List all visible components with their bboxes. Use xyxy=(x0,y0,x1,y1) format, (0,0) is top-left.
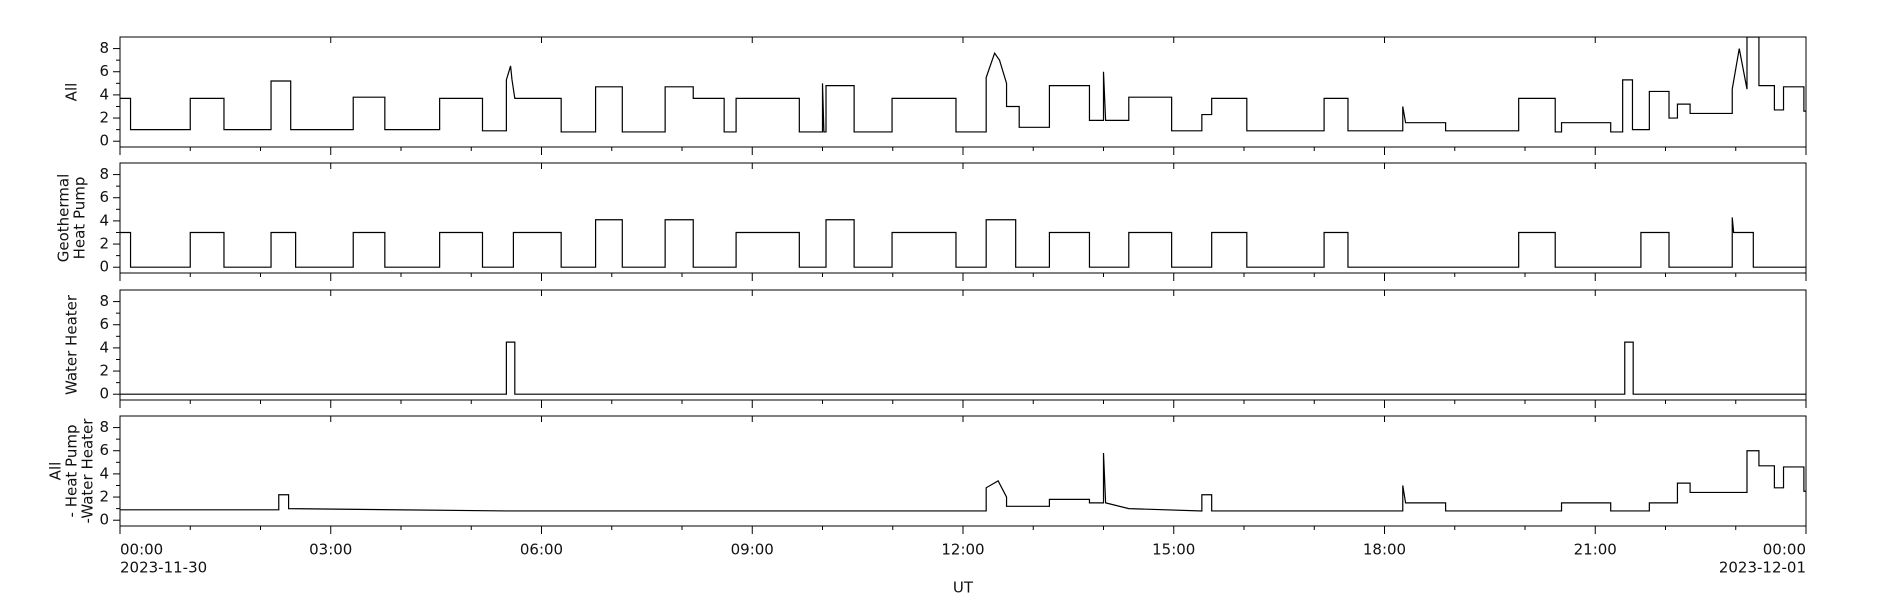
y-tick-label: 2 xyxy=(99,362,109,380)
y-tick-label: 6 xyxy=(99,315,109,333)
y-tick-label: 2 xyxy=(99,109,109,127)
y-tick-label: 6 xyxy=(99,62,109,80)
y-axis-label: All xyxy=(47,462,65,481)
y-tick-label: 4 xyxy=(99,211,109,229)
y-tick-label: 0 xyxy=(99,511,109,529)
x-tick-label: 03:00 xyxy=(309,541,352,559)
y-axis-label: - Heat Pump xyxy=(63,425,81,518)
y-tick-label: 0 xyxy=(99,385,109,403)
y-axis-label: -Water Heater xyxy=(79,418,97,524)
y-axis-label: All xyxy=(63,83,81,102)
start-date: 2023-11-30 xyxy=(120,559,207,577)
y-tick-label: 0 xyxy=(99,258,109,276)
series-line xyxy=(120,450,1806,512)
y-tick-label: 8 xyxy=(99,292,109,310)
y-tick-label: 8 xyxy=(99,165,109,183)
x-tick-label: 15:00 xyxy=(1152,541,1195,559)
y-tick-label: 4 xyxy=(99,338,109,356)
series-line xyxy=(120,37,1806,133)
x-tick-label: 18:00 xyxy=(1363,541,1406,559)
series-line xyxy=(120,217,1806,268)
x-axis-label: UT xyxy=(953,579,974,597)
y-tick-label: 0 xyxy=(99,132,109,150)
x-tick-label: 00:00 xyxy=(120,541,163,559)
x-tick-label: 06:00 xyxy=(520,541,563,559)
y-tick-label: 2 xyxy=(99,235,109,253)
y-tick-label: 8 xyxy=(99,418,109,436)
y-tick-label: 4 xyxy=(99,85,109,103)
y-tick-label: 4 xyxy=(99,464,109,482)
y-tick-label: 6 xyxy=(99,188,109,206)
plot-frame xyxy=(119,36,1807,148)
y-tick-label: 6 xyxy=(99,441,109,459)
x-tick-label: 12:00 xyxy=(941,541,984,559)
series-line xyxy=(120,341,1806,395)
y-axis-label: Geothermal xyxy=(55,174,73,263)
y-tick-label: 8 xyxy=(99,39,109,57)
end-date: 2023-12-01 xyxy=(1719,559,1806,577)
y-axis-label: Heat Pump xyxy=(71,177,89,260)
y-axis-label: Water Heater xyxy=(63,294,81,395)
x-tick-label: 21:00 xyxy=(1574,541,1617,559)
plot-frame xyxy=(119,162,1807,274)
x-tick-label: 00:00 xyxy=(1763,541,1806,559)
y-tick-label: 2 xyxy=(99,488,109,506)
plot-frame xyxy=(119,289,1807,401)
x-tick-label: 09:00 xyxy=(731,541,774,559)
